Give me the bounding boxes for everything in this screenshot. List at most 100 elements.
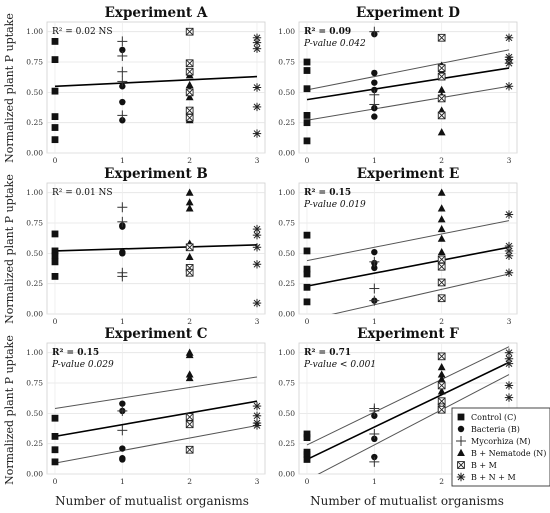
series-M	[369, 26, 380, 110]
ci-upper-line	[306, 346, 510, 446]
r-squared-label: R² = 0.15	[52, 348, 99, 358]
panel-2: 0.00 0.25 0.50 0.75 1.00 0 1 2 3 Experiment D R² =…	[278, 5, 518, 165]
y-axis-label-top: Normalized plant P uptake	[3, 13, 16, 163]
y-tick-label: 0.25	[278, 279, 295, 288]
data-point	[51, 38, 59, 45]
data-point	[117, 50, 128, 61]
y-tick-label: 1.00	[26, 188, 43, 197]
data-point	[117, 202, 128, 213]
data-point	[51, 124, 59, 131]
series-C	[51, 38, 59, 144]
legend-item: B + N + M	[456, 472, 516, 482]
panel-3: 0.00 0.25 0.50 0.75 1.00 0 1 2 3 Experiment B R² =…	[26, 166, 266, 326]
legend: Control (C) Bacteria (B) Mycorhiza (M) B + …	[451, 407, 550, 487]
data-point	[437, 72, 446, 81]
data-point	[117, 110, 128, 121]
data-point	[303, 283, 311, 291]
data-point	[437, 278, 446, 287]
series-C	[51, 414, 59, 466]
regression-line	[306, 67, 510, 101]
data-point	[371, 113, 378, 120]
plot-area	[298, 21, 518, 154]
x-tick-label: 3	[507, 317, 512, 326]
regression-line	[306, 361, 510, 461]
legend-marker	[457, 425, 465, 433]
data-point	[185, 27, 194, 36]
data-point	[252, 421, 262, 430]
series-BM	[437, 255, 446, 303]
data-point	[185, 252, 194, 260]
p-value-label: P-value < 0.001	[303, 360, 376, 370]
x-tick-label: 1	[372, 317, 377, 326]
data-point	[117, 271, 128, 282]
x-tick-label: 1	[120, 156, 125, 165]
data-point	[504, 359, 514, 368]
series-BM	[437, 352, 446, 414]
data-point	[119, 46, 126, 54]
legend-label: Mycorhiza (M)	[471, 437, 531, 446]
data-point	[185, 59, 194, 68]
x-tick-label: 0	[305, 156, 310, 165]
data-point	[51, 56, 59, 64]
panel-5: 0.00 0.25 0.50 0.75 1.00 0 1 2 3 Experiment C R² =…	[26, 326, 266, 486]
plot-area	[298, 182, 518, 315]
legend-item: Control (C)	[457, 413, 516, 422]
y-tick-label: 0.25	[278, 118, 295, 127]
data-point	[369, 456, 380, 467]
data-point	[252, 230, 262, 240]
legend-label: B + Nematode (N)	[471, 449, 546, 458]
data-point	[437, 94, 446, 103]
data-point	[119, 445, 126, 452]
x-tick-label: 3	[255, 317, 260, 326]
x-tick-label: 1	[372, 477, 377, 486]
x-tick-label: 1	[372, 156, 377, 165]
data-point	[437, 204, 446, 212]
series-C	[303, 231, 311, 306]
data-point	[252, 129, 262, 138]
series-C	[303, 58, 311, 145]
data-point	[369, 295, 380, 306]
data-point	[437, 381, 446, 390]
data-point	[437, 387, 446, 395]
data-point	[252, 401, 262, 411]
p-value-label: P-value 0.019	[303, 200, 366, 210]
data-point	[303, 456, 311, 463]
data-point	[437, 370, 446, 378]
x-tick-label: 0	[53, 317, 58, 326]
series-M	[117, 405, 128, 436]
data-point	[369, 283, 380, 294]
data-point	[252, 243, 262, 252]
data-point	[185, 93, 194, 101]
legend-label: Control (C)	[471, 413, 516, 422]
data-point	[369, 26, 380, 37]
data-point	[303, 430, 311, 438]
r-squared-label: R² = 0.15	[304, 188, 351, 198]
data-point	[371, 248, 378, 256]
y-tick-label: 0.75	[26, 379, 43, 388]
series-BM	[185, 27, 194, 122]
data-point	[369, 405, 380, 416]
data-point	[51, 258, 59, 266]
data-point	[185, 113, 194, 122]
legend-marker	[457, 461, 465, 469]
data-point	[504, 381, 514, 390]
x-tick-label: 2	[439, 477, 444, 486]
data-point	[437, 247, 446, 256]
legend-box	[451, 407, 550, 487]
data-point	[252, 102, 262, 112]
plot-area	[46, 21, 266, 154]
data-point	[185, 67, 194, 76]
legend-item: Bacteria (B)	[457, 425, 520, 434]
data-point	[369, 256, 380, 267]
data-point	[117, 425, 128, 436]
r-squared-label: R² = 0.02 NS	[52, 27, 113, 37]
data-point	[504, 33, 514, 42]
data-point	[437, 255, 446, 264]
data-point	[185, 350, 194, 359]
y-tick-label: 0.75	[278, 219, 295, 228]
data-point	[51, 136, 59, 144]
series-BNM	[504, 210, 514, 277]
legend-marker	[457, 413, 465, 421]
data-point	[303, 119, 311, 127]
y-tick-label: 0.00	[278, 149, 295, 158]
